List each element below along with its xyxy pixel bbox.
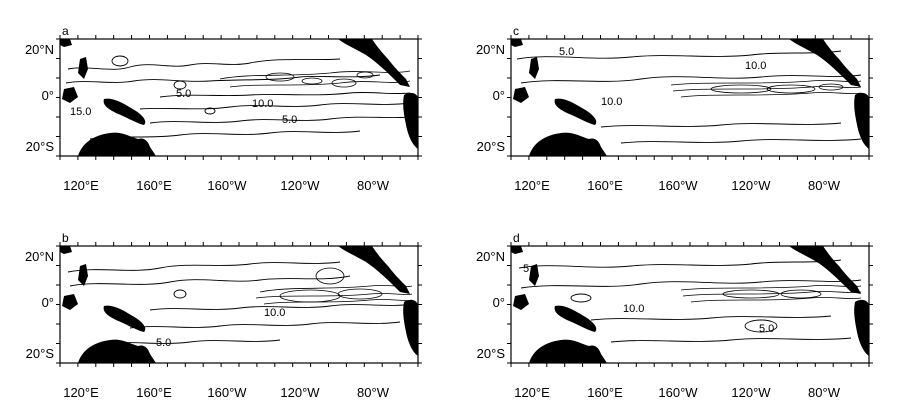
lon-label: 80°W — [808, 178, 841, 193]
panel-c: c 5.0 10.0 10.0 — [510, 24, 870, 157]
contour-label: 5.0 — [759, 323, 774, 335]
lon-label: 160°E — [136, 178, 172, 193]
lat-label: 20°N — [25, 249, 54, 264]
panel-land — [60, 39, 418, 156]
lon-label: 120°W — [731, 385, 771, 400]
lon-label: 120°W — [280, 178, 320, 193]
panel-b: b 10.0 5.0 — [59, 231, 419, 364]
contour-label: 10.0 — [601, 96, 622, 108]
lon-label: 80°W — [808, 385, 841, 400]
contour-lines — [516, 50, 862, 144]
lon-label: 160°W — [207, 385, 247, 400]
contour-label: 10.0 — [264, 307, 285, 319]
lon-label: 120°W — [280, 385, 320, 400]
contour-label: 5.0 — [282, 114, 297, 126]
lat-label: 0° — [42, 88, 54, 103]
lon-label: 160°W — [207, 178, 247, 193]
lat-label: 20°N — [25, 42, 54, 57]
contour-lines — [518, 259, 862, 343]
lat-label: 0° — [493, 295, 505, 310]
contour-label: 15.0 — [70, 106, 91, 118]
lat-label: 20°S — [477, 139, 506, 154]
contour-label: 5.0 — [176, 88, 191, 100]
panel-d: d 5 10.0 5.0 — [510, 231, 870, 364]
lon-label: 120°E — [514, 178, 550, 193]
contour-lines — [65, 55, 413, 140]
lon-label: 120°W — [731, 178, 771, 193]
lon-label: 160°W — [658, 178, 698, 193]
contour-label: 5.0 — [156, 337, 171, 349]
contour-lines — [67, 261, 413, 345]
lat-label: 20°N — [476, 249, 505, 264]
lon-label: 160°E — [587, 178, 623, 193]
lon-label: 160°E — [587, 385, 623, 400]
lon-label: 80°W — [357, 385, 390, 400]
contour-label: 5 — [523, 263, 529, 275]
lon-label: 80°W — [357, 178, 390, 193]
lon-label: 120°E — [63, 178, 99, 193]
lon-label: 160°W — [658, 385, 698, 400]
lat-label: 0° — [42, 295, 54, 310]
panel-letter: b — [62, 231, 69, 245]
lat-label: 20°N — [476, 42, 505, 57]
contour-label: 10.0 — [252, 98, 273, 110]
panel-land — [511, 246, 869, 363]
lon-label: 160°E — [136, 385, 172, 400]
panel-a: a 15.0 5.0 10.0 5.0 — [59, 24, 419, 157]
panel-letter: a — [62, 24, 69, 38]
lon-label: 120°E — [63, 385, 99, 400]
panel-letter: d — [513, 231, 520, 245]
panel-letter: c — [513, 24, 519, 38]
axes: 20°N 0° 20°S 120°E 160°E 160°W 120°W 80°W 20°N 0°… — [25, 35, 873, 400]
contour-label: 10.0 — [745, 60, 766, 72]
contour-label: 5.0 — [559, 46, 574, 58]
contour-label: 10.0 — [623, 303, 644, 315]
lat-label: 20°S — [26, 346, 55, 361]
lon-label: 120°E — [514, 385, 550, 400]
lat-label: 20°S — [477, 346, 506, 361]
lat-label: 0° — [493, 88, 505, 103]
lat-label: 20°S — [26, 139, 55, 154]
